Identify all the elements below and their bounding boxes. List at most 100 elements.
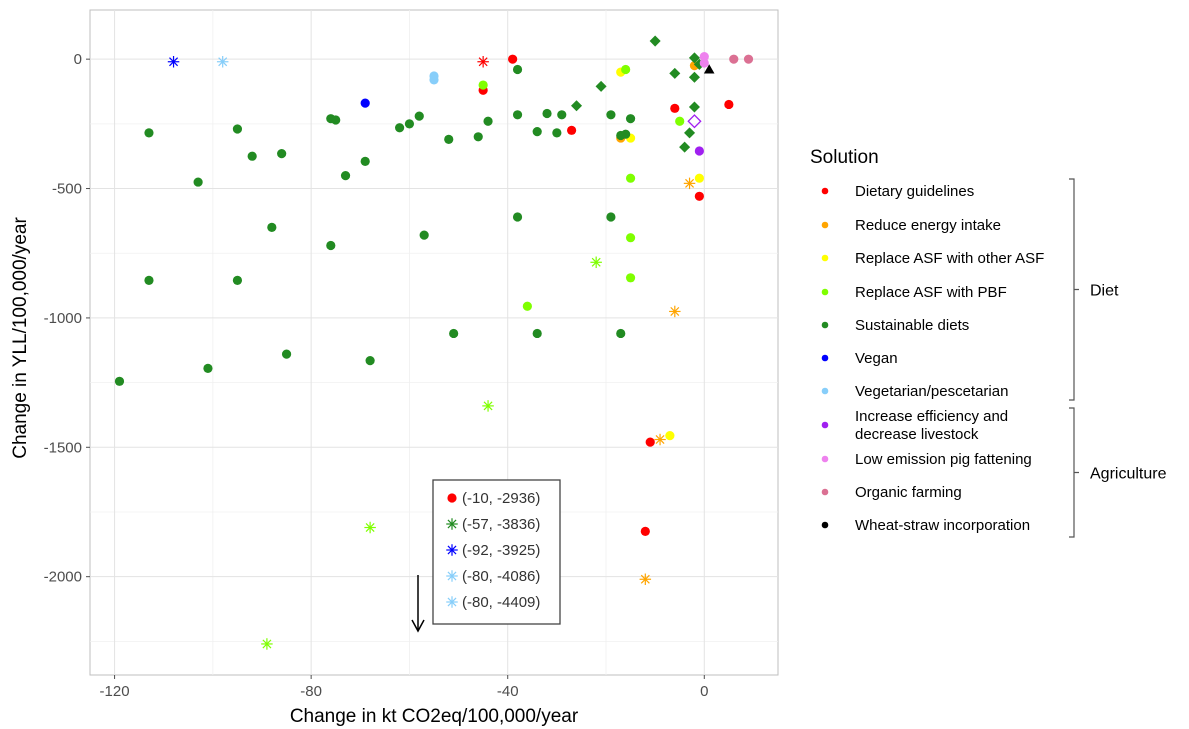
inset-label: (-92, -3925): [462, 542, 540, 559]
legend-key-wheat: [821, 521, 829, 529]
data-point-sustainable: [193, 177, 203, 187]
data-point-sustainable: [483, 116, 493, 126]
data-point-sustainable: [326, 240, 336, 251]
data-point-replace_pbf: [621, 64, 631, 75]
legend-key-vegetarian: [821, 387, 829, 395]
data-point-sustainable: [606, 212, 616, 222]
data-point-replace_pbf: [478, 80, 488, 90]
data-point-replace_asf: [694, 173, 704, 183]
data-point-replace_pbf: [522, 301, 532, 311]
data-point-replace_pbf: [590, 256, 602, 269]
data-point-sustainable: [331, 115, 341, 125]
data-point-replace_pbf: [364, 521, 376, 534]
x-tick-label: -40: [497, 683, 519, 700]
data-point-dietary: [477, 56, 489, 68]
inset-legend: (-10, -2936) (-57, -3836) (-92, -3925) (-80…: [432, 479, 561, 625]
legend-label: Reduce energy intake: [855, 217, 1001, 234]
data-points: [114, 35, 754, 650]
data-point-sustainable: [281, 349, 292, 359]
group-label: Diet: [1090, 283, 1119, 300]
data-point-dietary: [724, 99, 734, 110]
legend-key-vegan: [821, 354, 829, 362]
data-point-sustainable: [684, 127, 696, 139]
data-point-wheat: [703, 64, 715, 74]
legend-label: Wheat-straw incorporation: [855, 517, 1030, 534]
inset-marker: [446, 596, 458, 608]
data-point-sustainable: [532, 328, 542, 339]
group-bracket: [1069, 178, 1079, 401]
legend-key-pig: [821, 455, 829, 463]
legend-label: Vegan: [855, 350, 898, 367]
data-point-dietary: [670, 103, 680, 113]
legend-key-organic: [821, 488, 829, 496]
legend-brackets: Diet Agriculture: [1069, 178, 1167, 538]
data-point-vegan: [167, 56, 180, 68]
data-point-sustainable: [616, 328, 626, 339]
inset-items: (-10, -2936) (-57, -3836) (-92, -3925) (-80…: [446, 490, 540, 611]
data-point-efficiency: [694, 146, 704, 156]
legend-key-efficiency: [821, 421, 829, 429]
data-point-sustainable: [267, 222, 277, 232]
data-point-sustainable: [679, 141, 691, 153]
y-tick-label: -500: [52, 181, 82, 198]
y-tick-label: -1000: [44, 310, 82, 327]
data-point-sustainable: [365, 356, 375, 366]
x-tick-label: -80: [300, 683, 322, 700]
data-point-replace_pbf: [261, 638, 273, 650]
legend-label: Replace ASF with other ASF: [855, 250, 1044, 267]
data-point-sustainable: [203, 363, 213, 373]
data-point-pig: [699, 51, 709, 62]
data-point-dietary: [694, 191, 704, 201]
legend-items: Dietary guidelines Reduce energy intake Re…: [821, 183, 1044, 534]
inset-label: (-80, -4409): [462, 594, 540, 611]
data-point-replace_pbf: [482, 400, 494, 412]
data-point-dietary: [640, 526, 650, 536]
legend-label: Replace ASF with PBF: [855, 284, 1007, 301]
data-point-vegetarian: [216, 56, 229, 68]
group-label: Agriculture: [1090, 466, 1167, 483]
data-point-replace_pbf: [625, 173, 636, 183]
data-point-sustainable: [606, 110, 616, 120]
y-axis-ticks: 0 -500 -1000 -1500 -2000: [44, 51, 90, 586]
data-point-sustainable: [404, 119, 415, 129]
data-point-replace_pbf: [675, 116, 685, 126]
data-point-efficiency: [687, 114, 702, 129]
data-point-sustainable: [669, 67, 681, 79]
y-axis-title: Change in YLL/100,000/year: [10, 217, 31, 459]
inset-marker: [446, 570, 458, 582]
data-point-sustainable: [595, 80, 607, 92]
inset-marker: [446, 518, 458, 530]
data-point-pig: [699, 58, 709, 68]
inset-label: (-57, -3836): [462, 516, 540, 533]
legend-key-sustainable: [821, 321, 829, 329]
data-point-sustainable: [232, 124, 243, 134]
group-bracket: [1069, 407, 1079, 538]
legend-label: Sustainable diets: [855, 317, 969, 334]
data-point-sustainable: [414, 111, 424, 121]
legend-label: Dietary guidelines: [855, 183, 974, 200]
x-axis-title: Change in kt CO2eq/100,000/year: [290, 706, 579, 727]
legend-key-replace_pbf: [821, 288, 829, 296]
data-point-sustainable: [552, 128, 562, 138]
legend-label: Organic farming: [855, 484, 962, 501]
data-point-vegan: [360, 98, 370, 108]
data-point-sustainable: [340, 171, 351, 181]
data-point-sustainable: [649, 35, 661, 47]
data-point-reduce: [683, 177, 696, 190]
y-tick-label: 0: [74, 51, 82, 68]
data-point-reduce: [654, 433, 666, 446]
data-point-sustainable: [532, 127, 542, 137]
inset-label: (-80, -4086): [462, 568, 540, 585]
data-point-sustainable: [114, 376, 125, 386]
legend: Solution Dietary guidelines Reduce energy…: [810, 147, 1167, 538]
data-point-sustainable: [688, 71, 700, 83]
legend-label: Increase efficiency and decrease livestoc…: [855, 408, 1008, 443]
data-point-sustainable: [512, 64, 523, 75]
data-point-sustainable: [512, 110, 523, 120]
inset-marker: [447, 493, 457, 503]
y-tick-label: -2000: [44, 569, 82, 586]
data-point-sustainable: [570, 100, 583, 112]
x-tick-label: 0: [700, 683, 708, 700]
data-point-organic: [743, 54, 754, 64]
